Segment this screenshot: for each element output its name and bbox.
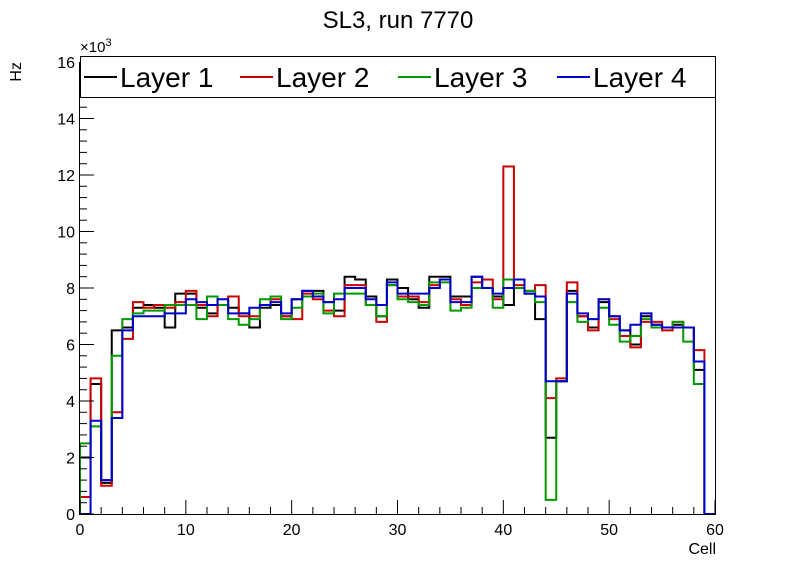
tick-labels: 0 10 20 30 40 50 60 0 2 4 6 8 10 12 14 16 [57,55,724,539]
x-tick-label: 0 [76,522,85,539]
x-tick-label: 20 [283,522,301,539]
y-tick-label: 8 [66,281,75,298]
x-axis-label: Cell [688,541,716,558]
y-tick-label: 4 [66,394,75,411]
y-tick-label: 16 [57,55,75,72]
x-tick-label: 30 [389,522,407,539]
legend-label-layer-4: Layer 4 [593,62,686,93]
x-tick-label: 50 [600,522,618,539]
legend-entries: Layer 1 Layer 2 Layer 3 Layer 4 [84,62,686,93]
y-tick-label: 12 [57,168,75,185]
legend-label-layer-3: Layer 3 [434,62,527,93]
series-layer [79,165,715,515]
y-tick-label: 10 [57,225,75,242]
legend-label-layer-1: Layer 1 [120,62,213,93]
exponent-power: 3 [105,37,111,49]
y-tick-label: 2 [66,451,75,468]
y-axis-label: Hz [8,62,25,82]
exponent-label: ×103 [80,37,112,56]
y-tick-label: 6 [66,338,75,355]
x-tick-label: 40 [494,522,512,539]
exponent-base: ×10 [80,39,105,56]
x-tick-label: 10 [177,522,195,539]
legend: Layer 1 Layer 2 Layer 3 Layer 4 [80,56,716,98]
chart-title: SL3, run 7770 [323,7,474,34]
legend-label-layer-2: Layer 2 [276,62,369,93]
series-line-layer-1 [79,275,715,515]
series-line-layer-4 [80,275,715,515]
x-tick-label: 60 [706,522,724,539]
y-tick-label: 14 [57,112,75,129]
y-tick-label: 0 [66,507,75,524]
